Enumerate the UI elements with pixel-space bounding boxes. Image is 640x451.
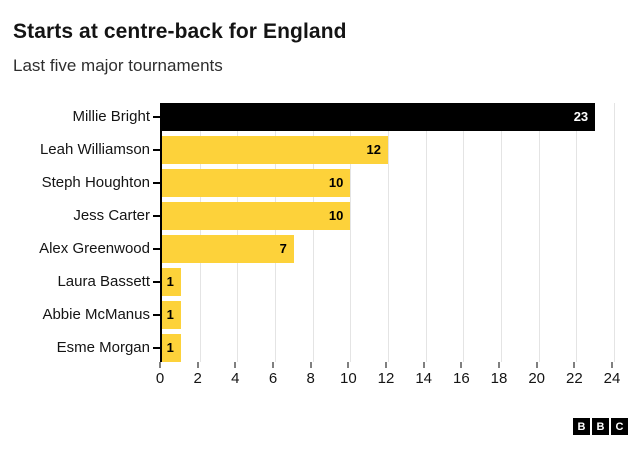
category-label: Steph Houghton bbox=[41, 174, 150, 191]
gridline bbox=[388, 103, 389, 362]
x-axis-tick bbox=[385, 362, 387, 368]
x-axis-tick-label: 10 bbox=[339, 370, 357, 387]
x-axis-tick-label: 0 bbox=[155, 370, 165, 387]
x-axis-tick bbox=[573, 362, 575, 368]
bar: 1 bbox=[162, 334, 181, 362]
x-axis-tick bbox=[611, 362, 613, 368]
bar: 10 bbox=[162, 202, 351, 230]
plot-area: 23 12 10 10 7 1 1 1 bbox=[153, 103, 615, 362]
bar-value-label: 1 bbox=[166, 274, 174, 289]
x-axis-tick bbox=[310, 362, 312, 368]
gridline bbox=[501, 103, 502, 362]
bar: 12 bbox=[162, 136, 388, 164]
y-axis-tick bbox=[153, 347, 160, 349]
category-label: Laura Bassett bbox=[57, 273, 150, 290]
x-axis-tick bbox=[234, 362, 236, 368]
gridline bbox=[614, 103, 615, 362]
bar-value-label: 1 bbox=[166, 307, 174, 322]
x-axis: 0 2 4 6 8 10 12 14 16 18 20 22 24 bbox=[156, 362, 620, 396]
x-axis-tick bbox=[498, 362, 500, 368]
y-axis-tick bbox=[153, 248, 160, 250]
gridline bbox=[463, 103, 465, 362]
bbc-logo-letter: C bbox=[611, 418, 628, 435]
bar: 7 bbox=[162, 235, 294, 263]
y-axis-tick bbox=[153, 314, 160, 316]
bar-value-label: 10 bbox=[328, 175, 344, 190]
bar-value-label: 7 bbox=[279, 241, 287, 256]
x-axis-tick bbox=[536, 362, 538, 368]
category-label: Alex Greenwood bbox=[39, 240, 150, 257]
chart-subtitle: Last five major tournaments bbox=[13, 56, 223, 75]
y-axis-tick bbox=[153, 215, 160, 217]
x-axis-tick-label: 18 bbox=[490, 370, 508, 387]
category-label: Esme Morgan bbox=[56, 339, 150, 356]
x-axis-tick bbox=[423, 362, 425, 368]
y-axis-tick bbox=[153, 281, 160, 283]
bar: 1 bbox=[162, 301, 181, 329]
y-axis-tick bbox=[153, 149, 160, 151]
gridline bbox=[425, 103, 427, 362]
bar: 23 bbox=[162, 103, 596, 131]
x-axis-tick-label: 12 bbox=[377, 370, 395, 387]
x-axis-tick-label: 16 bbox=[452, 370, 470, 387]
category-label: Abbie McManus bbox=[42, 306, 150, 323]
gridline bbox=[312, 103, 314, 362]
bar: 1 bbox=[162, 268, 181, 296]
x-axis-tick-label: 20 bbox=[528, 370, 545, 387]
gridline bbox=[538, 103, 540, 362]
x-axis-tick bbox=[197, 362, 199, 368]
x-axis-tick-label: 2 bbox=[193, 370, 202, 387]
x-axis-tick-label: 22 bbox=[565, 370, 583, 387]
bbc-logo-letter: B bbox=[573, 418, 590, 435]
gridline bbox=[350, 103, 352, 362]
category-label: Millie Bright bbox=[72, 108, 150, 125]
x-axis-tick-label: 24 bbox=[603, 370, 621, 387]
bar: 10 bbox=[162, 169, 351, 197]
bbc-logo: B B C bbox=[573, 418, 628, 435]
chart-title: Starts at centre-back for England bbox=[13, 20, 347, 43]
x-axis-tick bbox=[347, 362, 349, 368]
gridline bbox=[237, 103, 239, 362]
gridline bbox=[275, 103, 276, 362]
x-axis-tick-label: 6 bbox=[268, 370, 278, 387]
x-axis-tick-label: 8 bbox=[306, 370, 315, 387]
gridline bbox=[199, 103, 201, 362]
bar-value-label: 23 bbox=[573, 109, 589, 124]
category-label: Jess Carter bbox=[73, 207, 150, 224]
bar-value-label: 12 bbox=[366, 142, 381, 157]
x-axis-tick bbox=[460, 362, 462, 368]
y-axis-tick bbox=[153, 116, 160, 118]
y-axis-tick bbox=[153, 182, 160, 184]
gridline bbox=[576, 103, 578, 362]
x-axis-tick-label: 14 bbox=[415, 370, 432, 387]
category-labels: Millie Bright Leah Williamson Steph Hought… bbox=[0, 103, 150, 362]
bar-value-label: 1 bbox=[166, 340, 174, 355]
bbc-logo-letter: B bbox=[592, 418, 609, 435]
x-axis-tick bbox=[272, 362, 274, 368]
bar-value-label: 10 bbox=[328, 208, 344, 223]
x-axis-tick bbox=[159, 362, 161, 368]
category-label: Leah Williamson bbox=[39, 141, 150, 158]
x-axis-tick-label: 4 bbox=[231, 370, 240, 387]
